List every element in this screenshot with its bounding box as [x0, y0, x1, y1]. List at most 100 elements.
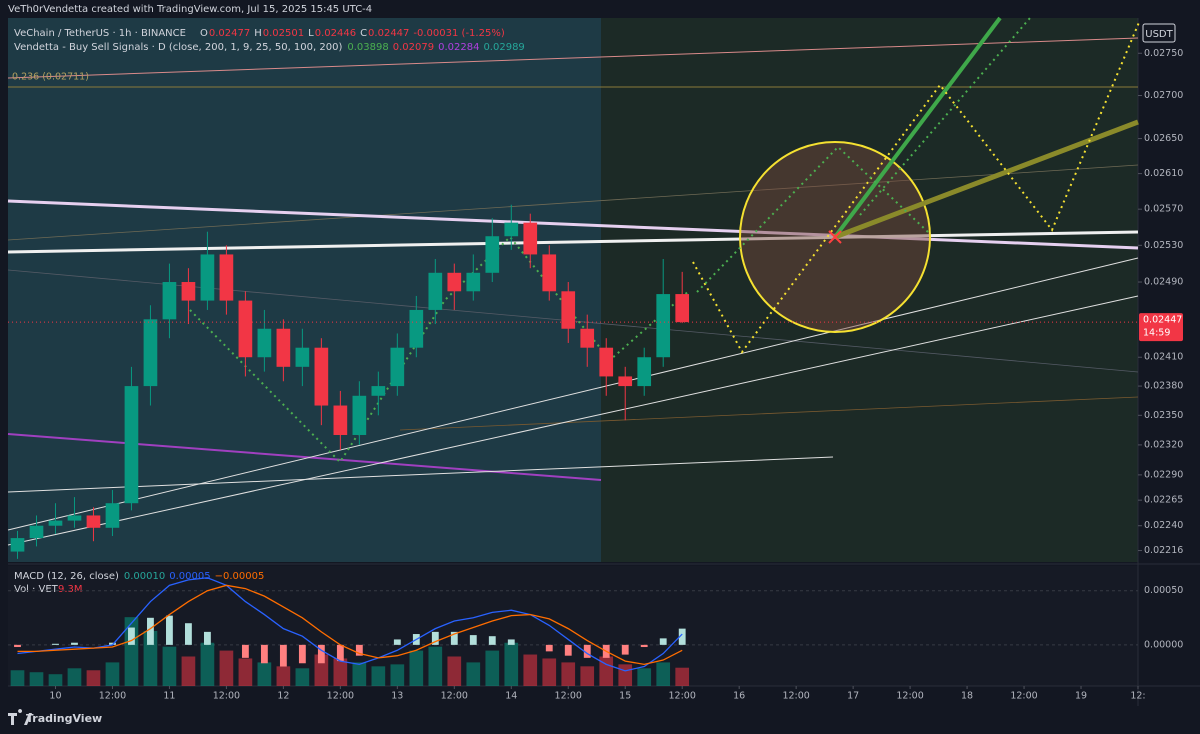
volume-bar: [504, 642, 519, 686]
macd-histogram-bar: [659, 638, 667, 645]
candle-body: [124, 386, 139, 504]
trendline: [7, 164, 1139, 241]
x-tick-label: 12:: [1130, 691, 1145, 702]
trendline: [7, 433, 602, 481]
x-tick-label: 14: [505, 691, 517, 702]
ohlc-key: C: [360, 28, 367, 39]
macd-line: [17, 577, 683, 672]
y-tick-label: 0.02265: [1144, 495, 1183, 506]
volume-bar: [295, 668, 310, 686]
macd-tick-label: 0.00050: [1144, 585, 1183, 596]
volume-bar: [48, 674, 63, 686]
candle-body: [656, 294, 671, 358]
indicator-value: 0.02989: [483, 42, 524, 53]
volume-bar: [219, 650, 234, 686]
volume-bar: [599, 656, 614, 686]
ohlc-value: 0.02501: [263, 28, 304, 39]
x-tick-label: 15: [619, 691, 631, 702]
candle-body: [143, 319, 158, 387]
trendline: [7, 456, 834, 493]
footer-brand: TradingView: [26, 712, 102, 725]
volume-bar: [200, 642, 215, 686]
x-tick-label: 12:00: [782, 691, 809, 702]
ohlc-key: H: [254, 28, 262, 39]
volume-bar: [181, 656, 196, 686]
y-tick-label: 0.02610: [1144, 168, 1183, 179]
volume-bar: [371, 666, 386, 686]
volume-value: 9.3M: [58, 584, 83, 595]
currency-box: [1142, 23, 1176, 43]
ohlc-value: 0.02477: [209, 28, 250, 39]
candle-body: [86, 515, 101, 528]
ohlc-key: O: [200, 28, 208, 39]
signal-line: [17, 584, 683, 666]
candle-body: [29, 525, 44, 539]
y-tick-label: 0.02750: [1144, 48, 1183, 59]
macd-histogram-bar: [203, 631, 211, 645]
x-tick-label: 19: [1075, 691, 1087, 702]
currency: USDT: [1145, 29, 1173, 40]
candle-body: [48, 520, 63, 526]
projection-line: [834, 119, 1139, 240]
volume-bar: [428, 646, 443, 686]
candle-body: [238, 300, 253, 358]
candle-body: [10, 538, 25, 552]
macd-histogram-bar: [128, 627, 135, 645]
candle-body: [409, 309, 424, 348]
macd-histogram-bar: [52, 643, 59, 645]
macd-title: MACD (12, 26, close): [14, 571, 119, 582]
change: -0.00031 (-1.25%): [413, 28, 504, 39]
y-tick-label: 0.02410: [1144, 352, 1183, 363]
macd-histogram-bar: [621, 644, 629, 655]
volume-bar: [124, 617, 139, 686]
volume-bar: [352, 662, 367, 686]
volume-bar: [542, 658, 557, 686]
candle-body: [428, 272, 443, 310]
candle-body: [371, 386, 386, 396]
macd-histogram-bar: [298, 644, 306, 664]
candle-body: [181, 282, 196, 301]
volume-bar: [485, 650, 500, 686]
volume-bar: [238, 658, 253, 686]
y-tick-label: 0.02700: [1144, 90, 1183, 101]
symbol: VeChain / TetherUS · 1h · BINANCE: [14, 28, 186, 39]
price-label: 0.02447: [1143, 315, 1182, 326]
x-tick-label: 13: [391, 691, 403, 702]
macd-histogram-bar: [260, 644, 268, 664]
y-tick-label: 0.02216: [1144, 545, 1183, 556]
candle-body: [561, 291, 576, 329]
x-tick-label: 18: [961, 691, 973, 702]
candle-body: [618, 376, 633, 387]
price-label-box: [1139, 313, 1183, 342]
ohlc-value: 0.02446: [315, 28, 356, 39]
indicator-value: 0.03898: [347, 42, 388, 53]
trendline: [399, 396, 1139, 431]
macd-histogram-bar: [71, 642, 78, 645]
volume-bar: [656, 662, 671, 686]
macd-histogram-bar: [450, 631, 458, 645]
candle-body: [200, 254, 215, 301]
candle-body: [523, 222, 538, 255]
candle-body: [485, 236, 500, 273]
ohlc-key: L: [308, 28, 314, 39]
macd-histogram-bar: [678, 628, 686, 645]
trendline: [7, 257, 1139, 531]
volume-bar: [618, 664, 633, 686]
candle-body: [219, 254, 234, 301]
macd-histogram-bar: [431, 631, 439, 645]
candle-body: [466, 272, 481, 292]
candle-body: [580, 328, 595, 348]
candle-body: [295, 347, 310, 367]
x-tick-label: 12:00: [1010, 691, 1037, 702]
y-tick-label: 0.02320: [1144, 439, 1183, 450]
x-tick-label: 17: [847, 691, 859, 702]
x-tick-label: 12:00: [555, 691, 582, 702]
candle-body: [333, 405, 348, 435]
trendline: [7, 37, 1139, 79]
volume-bar: [333, 658, 348, 686]
macd-value: 0.00010: [124, 571, 165, 582]
macd-value: 0.00005: [169, 571, 210, 582]
candle-body: [504, 222, 519, 237]
logo: [8, 709, 32, 725]
